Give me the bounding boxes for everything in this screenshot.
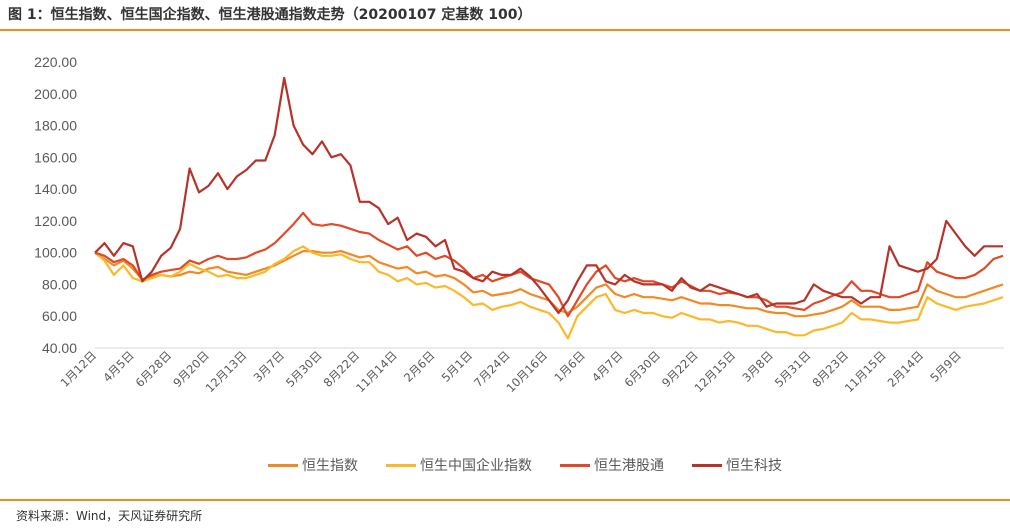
x-tick-label: 5月31日 — [772, 348, 814, 390]
x-tick-label: 12月15日 — [691, 348, 738, 395]
x-tick-label: 10月16日 — [503, 348, 550, 395]
legend-item-hsi: 恒生指数 — [268, 455, 358, 475]
legend: 恒生指数 恒生中国企业指数 恒生港股通 恒生科技 — [268, 455, 810, 475]
series-line-hscei — [94, 245, 1004, 340]
legend-label-hsi: 恒生指数 — [302, 458, 358, 474]
title-divider — [0, 29, 1010, 31]
x-tick-label: 11月15日 — [842, 348, 889, 395]
y-tick-label: 200.00 — [34, 86, 77, 102]
x-tick-label: 3月7日 — [251, 348, 288, 385]
legend-label-hstech: 恒生科技 — [726, 458, 782, 474]
y-tick-label: 180.00 — [34, 118, 77, 134]
legend-swatch-hscei — [386, 463, 416, 467]
x-tick-label: 4月7日 — [589, 348, 626, 385]
x-tick-label: 12月13日 — [203, 348, 250, 395]
legend-label-connect: 恒生港股通 — [594, 458, 664, 474]
legend-swatch-hsi — [268, 463, 298, 467]
x-tick-label: 6月28日 — [133, 348, 175, 390]
chart-title: 图 1：恒生指数、恒生国企指数、恒生港股通指数走势（20200107 定基数 1… — [8, 7, 532, 23]
legend-swatch-hstech — [692, 463, 722, 467]
y-tick-label: 120.00 — [34, 213, 77, 229]
y-tick-label: 160.00 — [34, 149, 77, 165]
x-tick-label: 1月6日 — [551, 348, 588, 385]
legend-label-hscei: 恒生中国企业指数 — [420, 458, 532, 474]
legend-item-hstech: 恒生科技 — [692, 455, 782, 475]
y-tick-label: 40.00 — [42, 340, 77, 356]
series-line-hstech — [94, 76, 1003, 315]
x-tick-label: 5月30日 — [283, 348, 325, 390]
y-tick-label: 140.00 — [34, 181, 77, 197]
y-tick-label: 80.00 — [42, 276, 77, 292]
y-tick-label: 220.00 — [34, 54, 77, 70]
y-tick-label: 60.00 — [42, 308, 77, 324]
legend-swatch-connect — [560, 463, 590, 467]
legend-item-connect: 恒生港股通 — [560, 455, 664, 475]
y-axis-ticks: 220.00 200.00 180.00 160.00 140.00 120.00 100.… — [34, 54, 77, 356]
x-tick-label: 6月30日 — [621, 348, 663, 390]
x-tick-label: 3月8日 — [739, 348, 776, 385]
legend-item-hscei: 恒生中国企业指数 — [386, 455, 532, 475]
x-tick-label: 5月1日 — [439, 348, 476, 385]
x-tick-label: 5月9日 — [927, 348, 964, 385]
series-line-connect — [94, 211, 1004, 318]
x-tick-label: 2月6日 — [401, 348, 438, 385]
x-tick-label: 2月14日 — [885, 348, 927, 390]
y-tick-label: 100.00 — [34, 245, 77, 261]
x-tick-label: 4月5日 — [100, 348, 137, 385]
source-note: 资料来源：Wind，天风证券研究所 — [16, 509, 203, 523]
footer-divider — [0, 499, 1010, 501]
series-lines — [94, 76, 1004, 340]
x-tick-label: 11月14日 — [353, 348, 400, 395]
